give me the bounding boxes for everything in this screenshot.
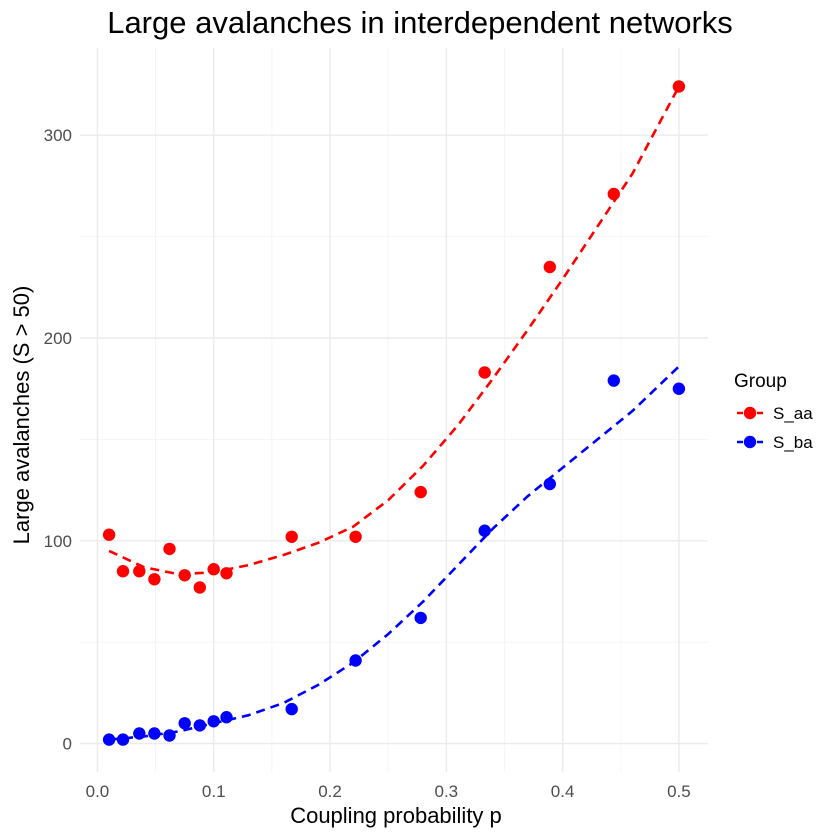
data-point-s-ba: [193, 719, 206, 732]
data-point-s-aa: [220, 567, 233, 580]
legend-label: S_ba: [773, 433, 813, 452]
legend-items: S_aa S_ba: [737, 404, 813, 452]
data-point-s-ba: [672, 382, 686, 395]
data-point-s-ba: [102, 733, 116, 746]
data-point-s-ba: [607, 374, 620, 387]
data-point-s-aa: [102, 528, 116, 541]
data-point-s-ba: [178, 717, 191, 730]
data-point-s-ba: [478, 524, 491, 537]
data-point-s-aa: [207, 563, 220, 576]
data-point-s-aa: [414, 485, 427, 499]
data-point-s-ba: [163, 729, 176, 742]
data-point-s-aa: [148, 573, 161, 586]
y-tick-label: 100: [44, 532, 72, 551]
data-point-s-aa: [116, 565, 130, 578]
x-tick-label: 0.5: [667, 782, 691, 801]
data-point-s-ba: [116, 733, 130, 746]
fit-line-s-aa: [108, 85, 681, 576]
legend-label: S_aa: [773, 404, 813, 423]
data-point-s-ba: [349, 654, 362, 667]
legend-point-swatch: [743, 435, 757, 449]
legend-point-swatch: [743, 406, 757, 420]
grid: [80, 48, 708, 772]
x-tick-label: 0.1: [202, 782, 226, 801]
y-tick-label: 0: [63, 735, 72, 754]
tick-labels: 0.0 0.1 0.2 0.3 0.4 0.5 0 100 200 300: [44, 126, 691, 801]
legend-item-s-ba: S_ba: [737, 433, 813, 452]
data-point-s-aa: [607, 187, 620, 201]
data-point-s-aa: [478, 366, 491, 379]
data-point-s-aa: [285, 530, 298, 543]
data-point-s-aa: [543, 260, 556, 274]
x-tick-label: 0.3: [435, 782, 459, 801]
data-point-s-aa: [178, 569, 191, 582]
y-axis-title: Large avalanches (S > 50): [9, 286, 34, 545]
y-tick-label: 200: [44, 329, 72, 348]
data-points: [102, 80, 686, 746]
data-point-s-ba: [220, 711, 233, 724]
data-point-s-ba: [207, 715, 220, 728]
data-point-s-aa: [133, 565, 146, 578]
data-point-s-aa: [672, 80, 686, 93]
chart-title: Large avalanches in interdependent netwo…: [107, 5, 733, 40]
data-point-s-aa: [349, 530, 362, 543]
x-tick-label: 0.2: [318, 782, 342, 801]
data-point-s-ba: [543, 477, 556, 491]
x-axis-title: Coupling probability p: [290, 803, 502, 828]
data-point-s-ba: [285, 702, 298, 716]
legend: Group S_aa S_ba: [734, 371, 813, 452]
data-point-s-ba: [133, 727, 146, 740]
x-tick-label: 0.0: [86, 782, 110, 801]
legend-title: Group: [734, 371, 787, 392]
fit-lines: [108, 85, 681, 741]
legend-item-s-aa: S_aa: [737, 404, 813, 423]
data-point-s-ba: [414, 611, 427, 625]
data-point-s-aa: [163, 542, 176, 556]
data-point-s-aa: [193, 581, 206, 594]
fit-line-s-ba: [108, 365, 680, 741]
y-tick-label: 300: [44, 126, 72, 145]
x-tick-label: 0.4: [551, 782, 575, 801]
data-point-s-ba: [148, 727, 161, 740]
